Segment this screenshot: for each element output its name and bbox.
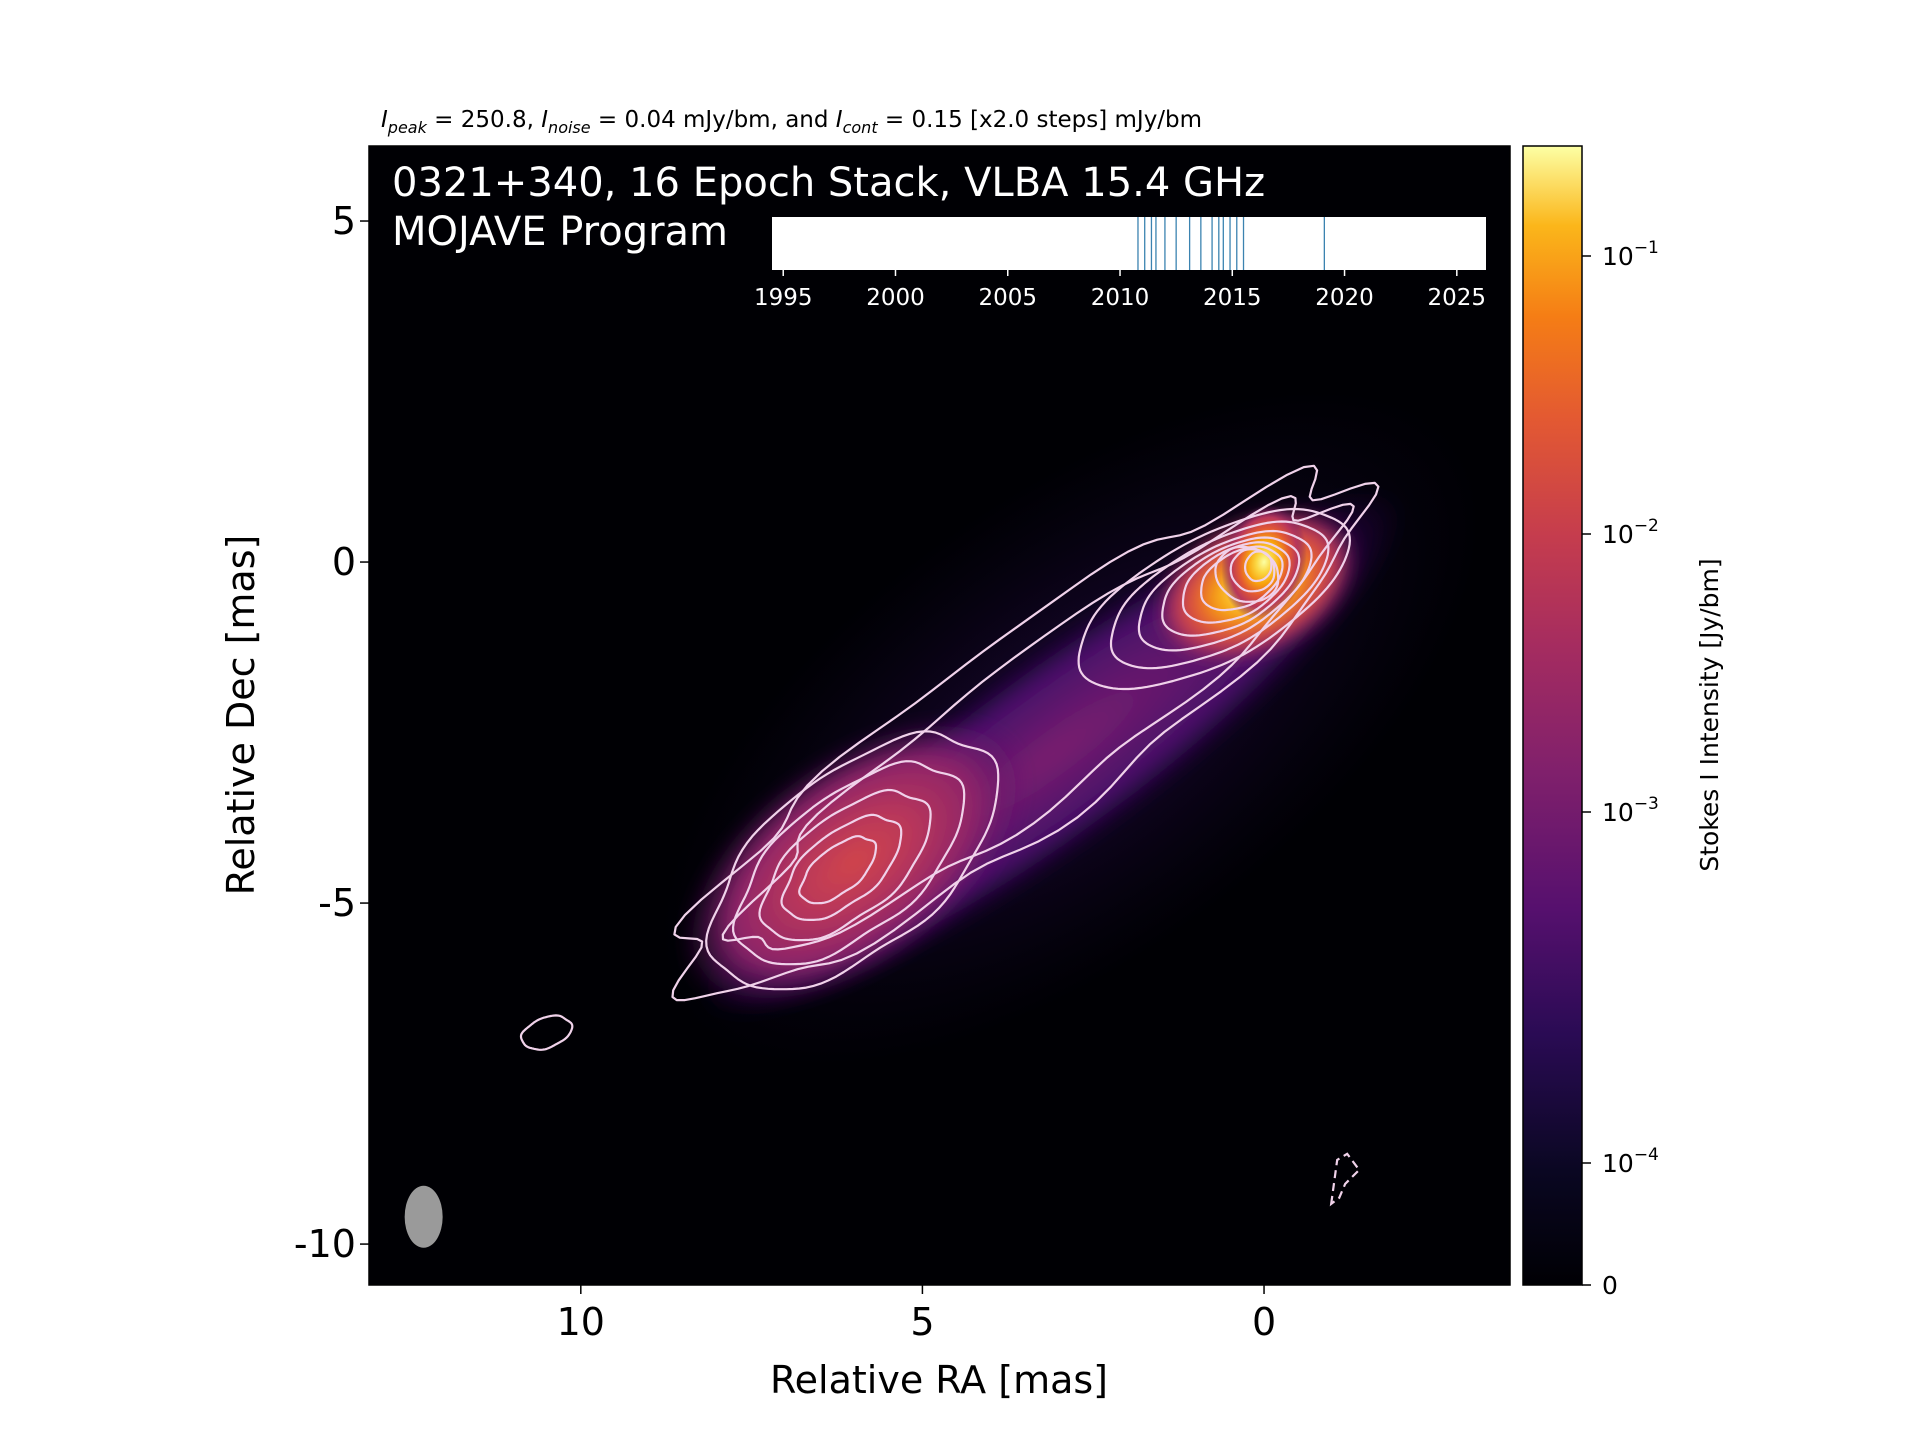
contour-level: [1181, 541, 1291, 624]
map-frame: [368, 145, 1511, 1286]
header-part: peak: [387, 118, 428, 137]
contour-level: [732, 760, 966, 966]
contour-level: [1244, 550, 1273, 583]
map-subtitle: MOJAVE Program: [392, 209, 728, 255]
colorbar-label: Stokes I Intensity [Jy/bm]: [1695, 558, 1724, 871]
x-axis-label: Relative RA [mas]: [770, 1358, 1108, 1402]
timeline-tick-label: 2025: [1428, 285, 1487, 311]
y-axis-label: Relative Dec [mas]: [219, 535, 263, 896]
tick-base: 10: [1602, 1149, 1634, 1178]
contour-level: [705, 730, 1000, 991]
tick-base: 10: [1602, 242, 1634, 271]
timeline-tick-label: 2015: [1203, 285, 1262, 311]
y-tick-label: 0: [332, 540, 356, 584]
contour-level: [519, 1014, 574, 1051]
map-title: 0321+340, 16 Epoch Stack, VLBA 15.4 GHz: [392, 160, 1265, 206]
colorbar-tick-label: 10−4: [1602, 1145, 1659, 1178]
contour-level: [798, 835, 878, 905]
colorbar-tick-label: 10−1: [1602, 238, 1659, 271]
tick-base: 10: [1602, 798, 1634, 827]
contour-level: [1109, 520, 1330, 670]
header-part: = 0.15 [x2.0 steps] mJy/bm: [878, 107, 1202, 133]
tick-exponent: −2: [1634, 516, 1659, 536]
x-tick-label: 5: [910, 1300, 934, 1344]
jet-knot-emission: [681, 716, 1027, 1008]
epoch-timeline: 1995 2000 2005 2010 2015 2020 2025: [754, 217, 1486, 311]
epoch-lines: [1137, 217, 1325, 270]
header-part: cont: [843, 118, 879, 137]
timeline-box: [772, 217, 1486, 270]
contour-level: [1077, 507, 1351, 691]
contour-level: [758, 788, 932, 942]
header-part: I: [381, 107, 388, 133]
header-part: noise: [548, 118, 591, 137]
timeline-axis: 1995 2000 2005 2010 2015 2020 2025: [754, 270, 1486, 311]
timeline-tick-label: 2005: [978, 285, 1037, 311]
x-tick-label: 10: [557, 1300, 605, 1344]
colorbar-gradient: [1522, 145, 1583, 1286]
contour-level: [1161, 536, 1301, 637]
contour-level: [780, 813, 903, 921]
timeline-tick-label: 1995: [754, 285, 813, 311]
beam-ellipse: [404, 1185, 443, 1248]
tick-exponent: −4: [1634, 1145, 1659, 1165]
contour-level: [671, 464, 1380, 1002]
timeline-tick-label: 2000: [866, 285, 925, 311]
contour-level: [1137, 529, 1313, 652]
header-part: = 0.04 mJy/bm, and: [591, 107, 836, 133]
tick-exponent: −3: [1634, 794, 1659, 814]
colorbar-tick-label: 10−3: [1602, 794, 1659, 827]
colorbar-ticks: 010−410−310−210−1: [1582, 238, 1659, 1300]
y-tick-label: -5: [318, 881, 356, 925]
header-part: I: [541, 107, 548, 133]
header-part: = 250.8,: [427, 107, 541, 133]
timeline-tick-label: 2020: [1315, 285, 1374, 311]
contour-lines: [404, 464, 1380, 1248]
tick-base: 0: [1602, 1271, 1618, 1300]
negative-contour: [1329, 1152, 1361, 1207]
y-tick-label: -10: [294, 1222, 356, 1266]
tick-exponent: −1: [1634, 238, 1659, 258]
header-part: I: [836, 107, 843, 133]
y-axis: 5 0 -5 -10: [294, 199, 369, 1266]
timeline-tick-label: 2010: [1091, 285, 1150, 311]
x-axis: 10 5 0: [557, 1285, 1276, 1344]
colorbar-tick-label: 10−2: [1602, 516, 1659, 549]
y-tick-label: 5: [332, 199, 356, 243]
plot-header: Ipeak = 250.8, Inoise = 0.04 mJy/bm, and…: [381, 107, 1202, 137]
colorbar: 010−410−310−210−1 Stokes I Intensity [Jy…: [1522, 145, 1724, 1300]
tick-base: 10: [1602, 520, 1634, 549]
intensity-map: [368, 145, 1511, 1286]
contour-level: [721, 495, 1355, 951]
colorbar-tick-label: 0: [1602, 1271, 1618, 1300]
x-tick-label: 0: [1252, 1300, 1276, 1344]
